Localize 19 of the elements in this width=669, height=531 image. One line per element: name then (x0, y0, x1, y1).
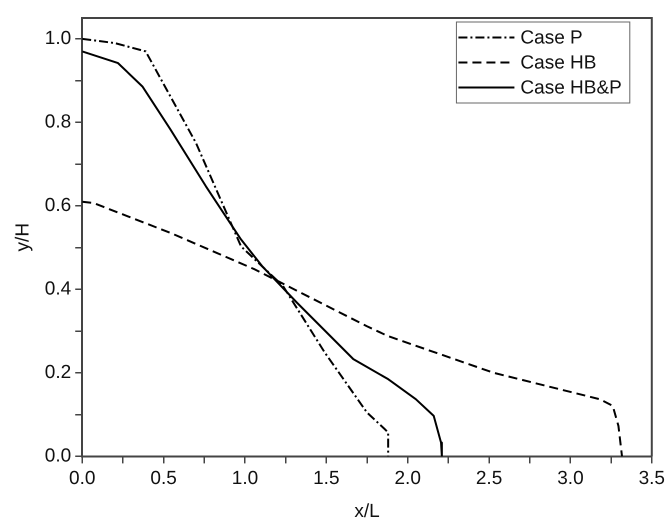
legend-label: Case P (520, 28, 583, 49)
y-tick-label: 0.8 (44, 112, 72, 133)
x-tick-label: 2.0 (394, 468, 421, 490)
y-tick-label: 0.2 (44, 362, 72, 384)
x-tick-label: 0.0 (69, 468, 96, 490)
x-axis-title: x/L (354, 500, 380, 522)
x-tick-label: 3.0 (557, 468, 584, 490)
y-tick-label: 0.0 (44, 446, 72, 467)
legend-label: Case HB&P (520, 78, 622, 99)
legend-label: Case HB (520, 52, 596, 74)
x-tick-label: 1.5 (313, 468, 340, 490)
x-tick-label: 1.0 (232, 468, 258, 490)
y-axis-title: y/H (12, 222, 34, 252)
y-tick-label: 0.6 (44, 195, 72, 216)
x-tick-label: 2.5 (476, 468, 502, 490)
y-tick-label: 1.0 (44, 28, 72, 50)
x-tick-label: 0.5 (150, 468, 177, 490)
x-tick-label: 3.5 (638, 468, 666, 490)
y-tick-label: 0.4 (44, 278, 72, 300)
